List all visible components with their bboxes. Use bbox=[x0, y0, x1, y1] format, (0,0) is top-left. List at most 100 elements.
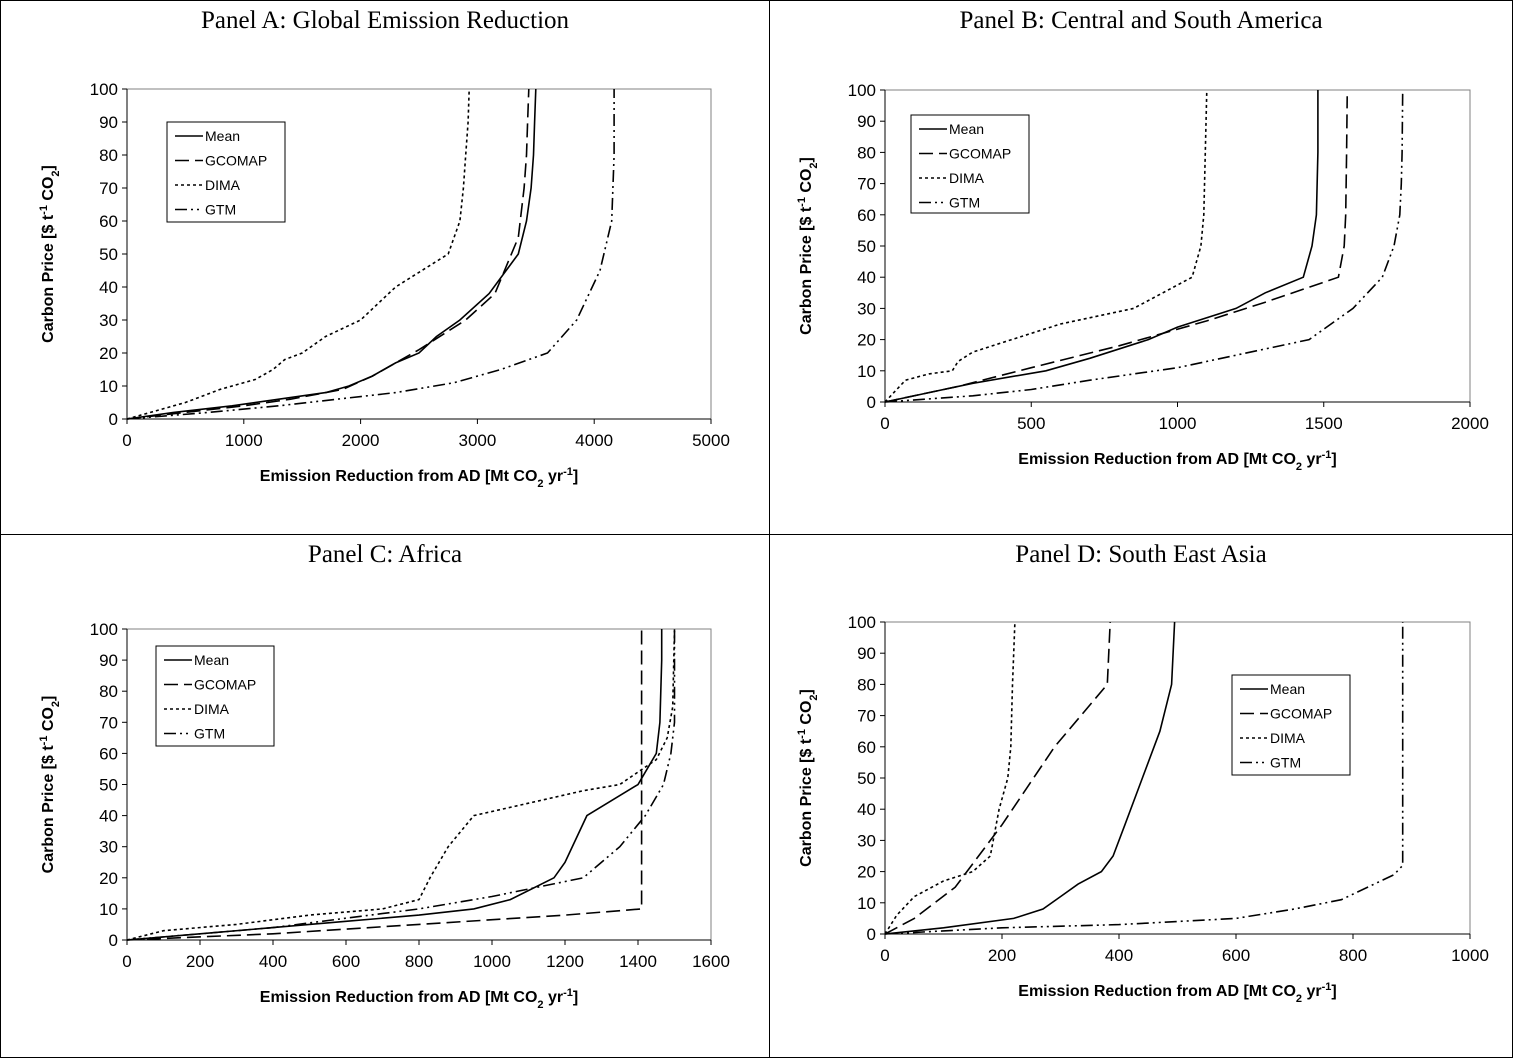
legend-label: DIMA bbox=[194, 701, 230, 717]
panel-d: Panel D: South East Asia 0 10 20 30 40 50 60 70… bbox=[769, 534, 1513, 1058]
series-line-gcomap bbox=[885, 621, 1111, 935]
x-tick-label: 4000 bbox=[575, 431, 613, 450]
y-tick-label: 50 bbox=[99, 776, 118, 795]
legend-label: GTM bbox=[1270, 755, 1301, 771]
series-line-gcomap bbox=[127, 629, 643, 941]
legend-label: Mean bbox=[1270, 681, 1305, 697]
y-tick-label: 50 bbox=[857, 769, 876, 788]
x-tick-label: 1000 bbox=[473, 952, 511, 971]
series-line-gcomap bbox=[127, 88, 530, 420]
legend-label: GCOMAP bbox=[205, 153, 267, 169]
y-tick-label: 0 bbox=[109, 931, 118, 950]
y-tick-label: 20 bbox=[857, 863, 876, 882]
x-tick-label: 400 bbox=[1105, 946, 1133, 965]
x-tick-label: 2000 bbox=[342, 431, 380, 450]
y-tick-label: 30 bbox=[857, 299, 876, 318]
series-line-mean bbox=[885, 90, 1319, 403]
y-tick-label: 50 bbox=[857, 237, 876, 256]
series-line-dima bbox=[127, 628, 676, 941]
y-tick-label: 70 bbox=[857, 707, 876, 726]
legend-label: GTM bbox=[205, 202, 236, 218]
panel-c: Panel C: Africa 0 10 20 30 40 50 60 70 80 90 100 0 2… bbox=[0, 534, 770, 1058]
y-tick-label: 10 bbox=[99, 377, 118, 396]
x-tick-label: 0 bbox=[880, 946, 889, 965]
x-tick-label: 800 bbox=[405, 952, 433, 971]
y-tick-label: 100 bbox=[848, 613, 876, 632]
series-line-dima bbox=[885, 89, 1208, 403]
y-tick-label: 90 bbox=[857, 112, 876, 131]
y-tick-label: 70 bbox=[857, 175, 876, 194]
y-axis-label: Carbon Price [$ t-1 CO2] bbox=[38, 696, 62, 874]
x-tick-label: 1000 bbox=[225, 431, 263, 450]
legend-label: DIMA bbox=[1270, 730, 1306, 746]
legend-label: GTM bbox=[949, 195, 980, 211]
y-tick-label: 100 bbox=[90, 80, 118, 99]
x-tick-label: 400 bbox=[259, 952, 287, 971]
y-tick-label: 20 bbox=[99, 344, 118, 363]
x-tick-label: 200 bbox=[988, 946, 1016, 965]
y-tick-label: 60 bbox=[99, 212, 118, 231]
y-tick-label: 40 bbox=[99, 807, 118, 826]
series-line-gcomap bbox=[885, 96, 1348, 403]
legend-label: GTM bbox=[194, 726, 225, 742]
y-tick-label: 30 bbox=[857, 831, 876, 850]
x-tick-label: 1000 bbox=[1159, 414, 1197, 433]
legend-label: Mean bbox=[205, 128, 240, 144]
y-tick-label: 40 bbox=[857, 800, 876, 819]
y-tick-label: 60 bbox=[99, 744, 118, 763]
y-tick-label: 80 bbox=[857, 675, 876, 694]
y-tick-label: 0 bbox=[109, 410, 118, 429]
x-axis-label: Emission Reduction from AD [Mt CO2 yr-1] bbox=[1018, 981, 1336, 1005]
x-tick-label: 1000 bbox=[1451, 946, 1489, 965]
y-tick-label: 80 bbox=[99, 682, 118, 701]
y-tick-label: 10 bbox=[857, 894, 876, 913]
y-tick-label: 70 bbox=[99, 179, 118, 198]
panel-title: Panel A: Global Emission Reduction bbox=[200, 7, 570, 34]
y-tick-label: 10 bbox=[99, 900, 118, 919]
series-line-gtm bbox=[127, 89, 615, 420]
x-tick-label: 0 bbox=[122, 952, 131, 971]
legend-label: GCOMAP bbox=[1270, 706, 1332, 722]
x-tick-label: 600 bbox=[332, 952, 360, 971]
y-tick-label: 40 bbox=[857, 268, 876, 287]
series-line-gtm bbox=[127, 629, 676, 941]
legend-label: GCOMAP bbox=[194, 677, 256, 693]
x-axis-label: Emission Reduction from AD [Mt CO2 yr-1] bbox=[260, 987, 578, 1011]
y-tick-label: 20 bbox=[99, 869, 118, 888]
x-tick-label: 3000 bbox=[458, 431, 496, 450]
x-tick-label: 1600 bbox=[692, 952, 730, 971]
y-axis-label: Carbon Price [$ t-1 CO2] bbox=[796, 157, 820, 335]
x-tick-label: 500 bbox=[1017, 414, 1045, 433]
y-tick-label: 20 bbox=[857, 331, 876, 350]
x-tick-label: 200 bbox=[186, 952, 214, 971]
panel-title: Panel C: Africa bbox=[307, 541, 463, 568]
y-tick-label: 50 bbox=[99, 245, 118, 264]
series-line-mean bbox=[127, 629, 663, 941]
y-tick-label: 100 bbox=[848, 81, 876, 100]
y-tick-label: 80 bbox=[857, 143, 876, 162]
legend: Mean GCOMAP DIMA GTM bbox=[910, 114, 1030, 214]
legend-label: GCOMAP bbox=[949, 146, 1011, 162]
y-tick-label: 10 bbox=[857, 362, 876, 381]
x-tick-label: 600 bbox=[1222, 946, 1250, 965]
y-tick-label: 80 bbox=[99, 146, 118, 165]
plot-area bbox=[884, 621, 1471, 935]
y-tick-label: 30 bbox=[99, 311, 118, 330]
legend-label: Mean bbox=[949, 121, 984, 137]
y-tick-label: 40 bbox=[99, 278, 118, 297]
x-tick-label: 1500 bbox=[1305, 414, 1343, 433]
legend: Mean GCOMAP DIMA GTM bbox=[166, 121, 286, 223]
panel-title: Panel B: Central and South America bbox=[959, 7, 1323, 34]
y-tick-label: 70 bbox=[99, 713, 118, 732]
x-axis-label: Emission Reduction from AD [Mt CO2 yr-1] bbox=[260, 466, 578, 490]
y-tick-label: 60 bbox=[857, 206, 876, 225]
panel-b: Panel B: Central and South America 0 10 20… bbox=[769, 0, 1513, 535]
legend-box bbox=[910, 114, 1030, 214]
series-line-gtm bbox=[885, 622, 1404, 935]
y-tick-label: 90 bbox=[99, 651, 118, 670]
panel-a: Panel A: Global Emission Reduction 0 10 20… bbox=[0, 0, 770, 535]
x-tick-label: 2000 bbox=[1451, 414, 1489, 433]
